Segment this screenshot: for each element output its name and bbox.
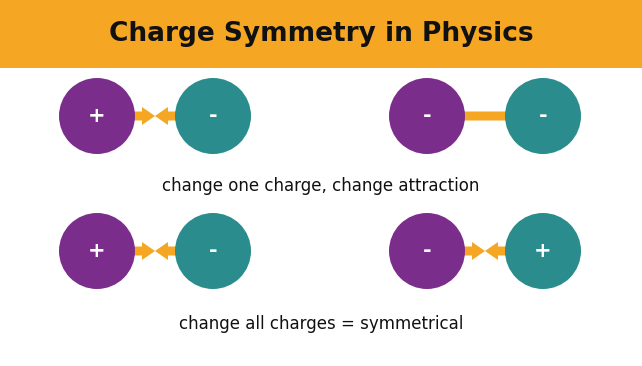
- Text: +: +: [88, 106, 106, 126]
- Text: +: +: [88, 241, 106, 261]
- FancyArrow shape: [122, 107, 155, 125]
- Circle shape: [389, 213, 465, 289]
- Text: -: -: [209, 106, 217, 126]
- Circle shape: [175, 78, 251, 154]
- Circle shape: [505, 213, 581, 289]
- Text: -: -: [209, 241, 217, 261]
- Text: Charge Symmetry in Physics: Charge Symmetry in Physics: [108, 21, 534, 47]
- Circle shape: [59, 78, 135, 154]
- Text: -: -: [422, 106, 431, 126]
- Circle shape: [389, 78, 465, 154]
- Text: -: -: [539, 106, 548, 126]
- Text: change one charge, change attraction: change one charge, change attraction: [162, 177, 480, 195]
- FancyArrow shape: [155, 107, 188, 125]
- FancyArrow shape: [122, 242, 155, 260]
- Text: +: +: [534, 241, 552, 261]
- FancyArrow shape: [485, 107, 523, 125]
- Bar: [0, 0, 642, 68]
- FancyArrow shape: [452, 242, 485, 260]
- Circle shape: [175, 213, 251, 289]
- Text: change all charges = symmetrical: change all charges = symmetrical: [179, 315, 463, 333]
- FancyArrow shape: [447, 107, 485, 125]
- Text: -: -: [422, 241, 431, 261]
- FancyArrow shape: [155, 242, 188, 260]
- Circle shape: [505, 78, 581, 154]
- Circle shape: [59, 213, 135, 289]
- FancyArrow shape: [485, 242, 518, 260]
